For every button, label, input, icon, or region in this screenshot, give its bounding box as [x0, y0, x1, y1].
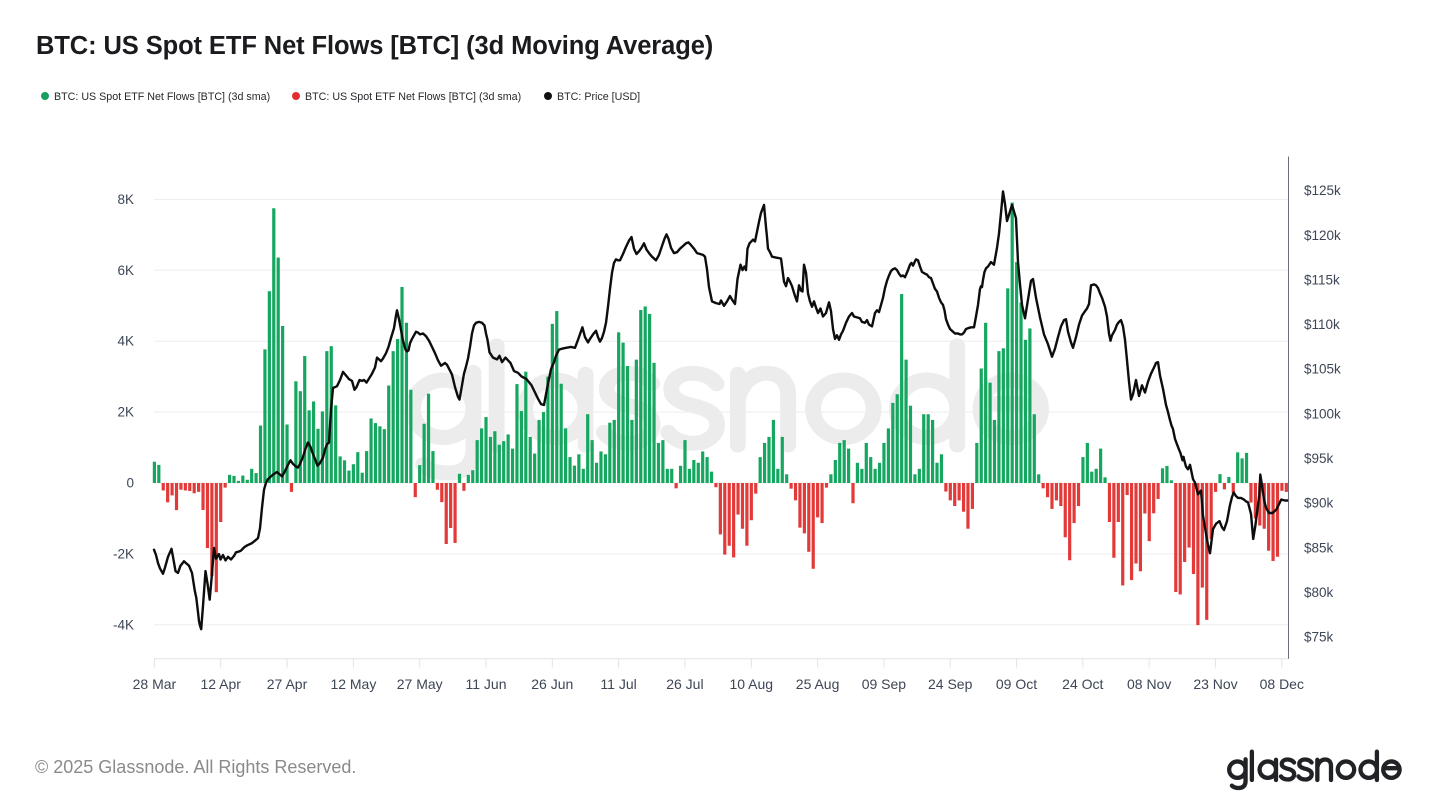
svg-text:$115k: $115k [1304, 272, 1340, 287]
svg-text:09 Oct: 09 Oct [996, 676, 1037, 692]
svg-text:26 Jul: 26 Jul [666, 676, 703, 692]
svg-text:$125k: $125k [1304, 183, 1341, 198]
svg-text:$105k: $105k [1304, 362, 1341, 377]
svg-text:$85k: $85k [1304, 540, 1334, 555]
svg-text:$90k: $90k [1304, 496, 1334, 511]
svg-text:12 Apr: 12 Apr [200, 676, 241, 692]
svg-text:24 Sep: 24 Sep [928, 676, 973, 692]
svg-text:4K: 4K [117, 334, 134, 349]
svg-text:26 Jun: 26 Jun [531, 676, 573, 692]
svg-text:23 Nov: 23 Nov [1193, 676, 1237, 692]
svg-text:$80k: $80k [1304, 585, 1334, 600]
svg-text:$110k: $110k [1304, 317, 1340, 332]
svg-text:28 Mar: 28 Mar [133, 676, 177, 692]
svg-text:12 May: 12 May [330, 676, 376, 692]
svg-text:10 Aug: 10 Aug [729, 676, 773, 692]
svg-text:11 Jun: 11 Jun [466, 676, 507, 692]
svg-text:8K: 8K [117, 192, 134, 207]
svg-text:11 Jul: 11 Jul [600, 676, 636, 692]
svg-text:0: 0 [126, 476, 134, 491]
svg-text:-2K: -2K [113, 546, 134, 561]
svg-text:27 Apr: 27 Apr [267, 676, 308, 692]
svg-text:$100k: $100k [1304, 406, 1341, 421]
svg-text:27 May: 27 May [397, 676, 443, 692]
svg-text:-4K: -4K [113, 617, 134, 632]
svg-text:6K: 6K [117, 263, 134, 278]
svg-text:08 Nov: 08 Nov [1127, 676, 1171, 692]
svg-text:24 Oct: 24 Oct [1062, 676, 1103, 692]
svg-text:$75k: $75k [1304, 630, 1334, 645]
svg-text:$95k: $95k [1304, 451, 1334, 466]
svg-text:2K: 2K [117, 405, 134, 420]
svg-text:25 Aug: 25 Aug [796, 676, 840, 692]
svg-text:08 Dec: 08 Dec [1260, 676, 1304, 692]
svg-text:09 Sep: 09 Sep [862, 676, 907, 692]
svg-text:$120k: $120k [1304, 228, 1341, 243]
